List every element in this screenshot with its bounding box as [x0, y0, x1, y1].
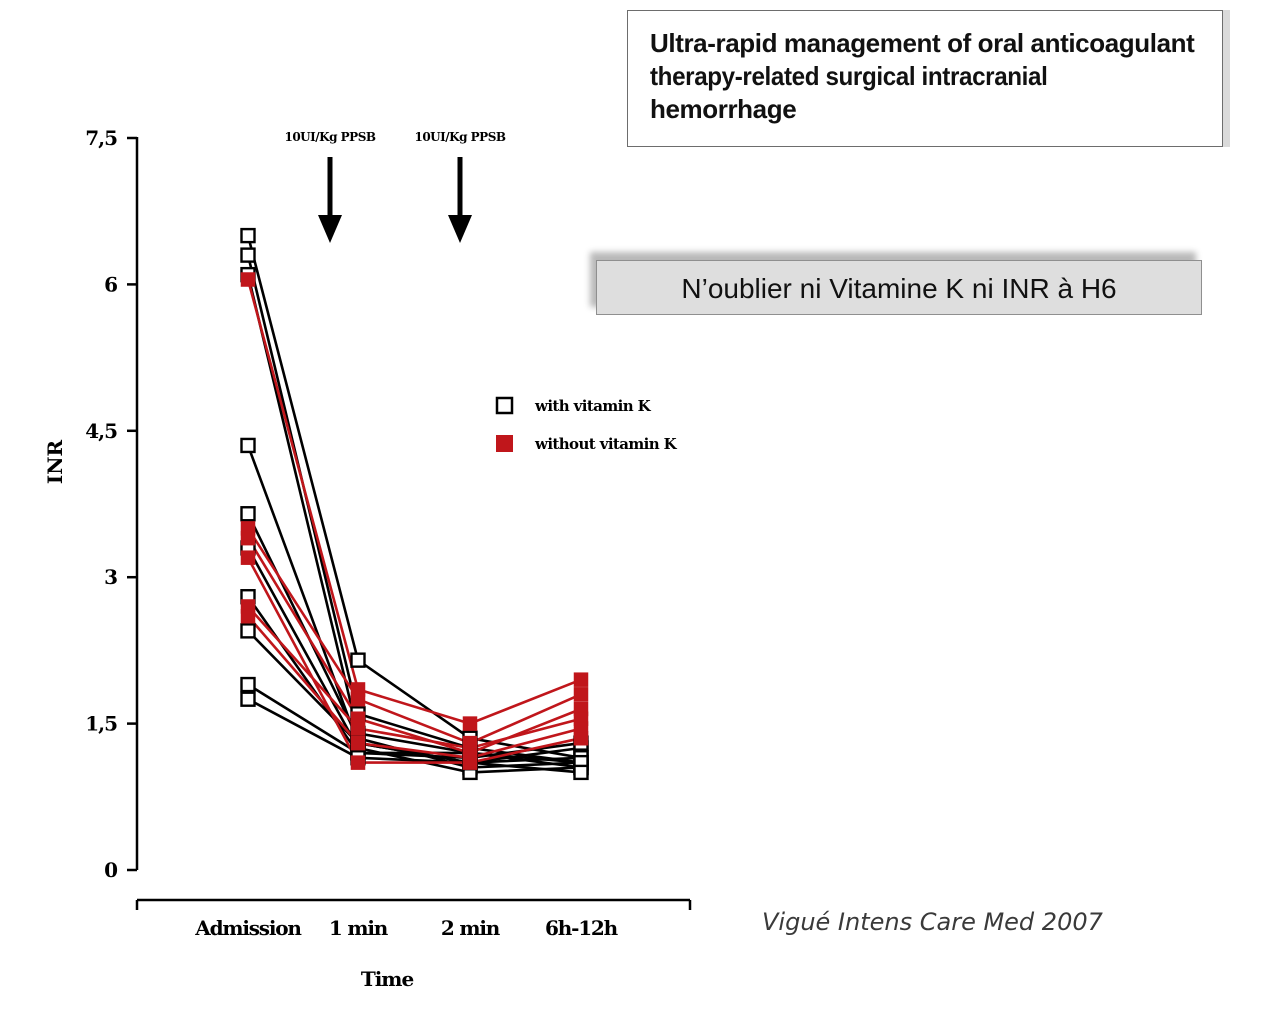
legend-swatch-without-vitamin-k [496, 435, 513, 452]
data-point-s10-1 [240, 691, 256, 707]
data-point-s11-1 [240, 272, 256, 287]
data-point-s10-4 [573, 764, 589, 781]
legend-label-without-vitamin-k: without vitamin K [534, 435, 678, 453]
x-tick-label: Admission [194, 916, 302, 940]
series-line-2 [246, 254, 582, 764]
series-markers [240, 227, 589, 781]
data-point-s2-1 [240, 247, 256, 263]
title-line-2: therapy-related surgical intracranial [650, 61, 1048, 91]
series-line-9 [247, 683, 582, 764]
legend: with vitamin K without vitamin K [495, 396, 678, 453]
data-point-s16-2 [350, 755, 366, 770]
note-banner: N’oublier ni Vitamine K ni INR à H6 [596, 260, 1202, 315]
x-tick-label: 6h-12h [545, 916, 619, 940]
data-point-s4-1 [240, 437, 256, 454]
data-point-s1-1 [240, 227, 256, 244]
data-point-s8-1 [240, 623, 256, 639]
series-line-10 [247, 698, 582, 774]
dose-arrow-2-head [448, 215, 472, 243]
series-line-13 [246, 537, 582, 755]
data-point-s1-2 [350, 652, 366, 668]
data-point-s12-4 [573, 687, 589, 702]
legend-swatch-with-vitamin-k [495, 396, 514, 415]
data-point-s16-3 [462, 755, 478, 770]
data-point-s13-1 [240, 530, 256, 546]
x-tick-label: 2 min [441, 916, 501, 940]
x-ticks: Admission 1 min 2 min 6h-12h [194, 916, 620, 940]
title-line-1: Ultra-rapid management of oral anticoagu… [650, 28, 1195, 58]
data-point-s14-2 [350, 721, 366, 736]
y-tick-label: 0 [104, 858, 117, 882]
series-line-14 [247, 605, 582, 750]
data-point-s16-4 [573, 730, 589, 746]
x-tick-label: 1 min [329, 916, 389, 940]
series-line-15 [247, 615, 582, 760]
y-tick-label: 4,5 [85, 419, 117, 443]
y-tick-label: 1,5 [85, 712, 117, 736]
title-box: Ultra-rapid management of oral anticoagu… [627, 10, 1223, 147]
x-axis-label: Time [361, 967, 414, 991]
series-line-16 [246, 557, 582, 764]
data-point-s16-1 [240, 550, 256, 565]
dose-annotations: 10UI/Kg PPSB 10UI/Kg PPSB [284, 130, 506, 243]
dose-arrow-1-head [318, 215, 342, 243]
data-point-s11-4 [573, 672, 589, 687]
data-point-s11-3 [462, 716, 478, 731]
y-tick-label: 7,5 [85, 126, 117, 150]
y-axis-label: INR [43, 439, 67, 484]
series-line-1 [246, 235, 582, 760]
legend-label-with-vitamin-k: with vitamin K [534, 397, 652, 415]
dose-annotation-1: 10UI/Kg PPSB [284, 130, 375, 144]
series-line-11 [246, 279, 582, 725]
y-ticks: 0 1,5 3 4,5 6 7,5 [85, 126, 137, 882]
y-tick-label: 3 [104, 565, 117, 589]
citation: Vigué Intens Care Med 2007 [762, 908, 1103, 936]
series-lines [246, 235, 582, 774]
dose-annotation-2: 10UI/Kg PPSB [414, 130, 505, 144]
data-point-s12-2 [350, 691, 366, 707]
series-line-12 [246, 527, 582, 745]
data-point-s15-2 [350, 735, 366, 751]
data-point-s5-1 [240, 506, 256, 522]
series-line-3 [246, 274, 582, 769]
title-line-3: hemorrhage [650, 94, 797, 124]
data-point-s15-1 [240, 608, 256, 624]
y-tick-label: 6 [104, 272, 117, 296]
axes [135, 137, 692, 910]
data-point-s9-1 [240, 676, 256, 693]
